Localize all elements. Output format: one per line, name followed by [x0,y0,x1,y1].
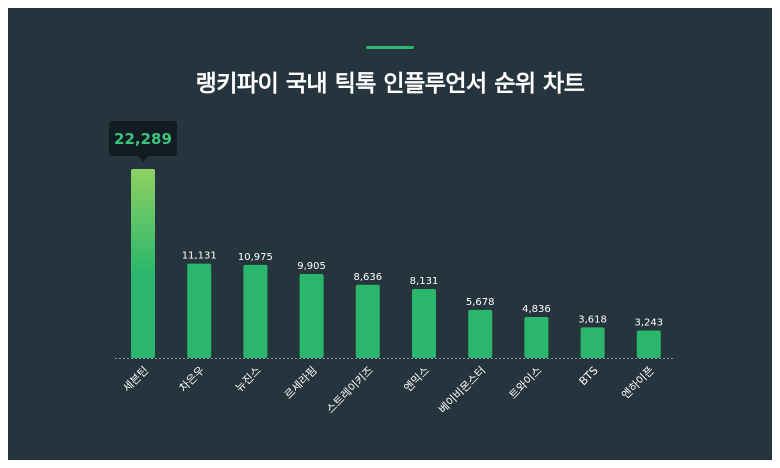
bar-7[interactable] [524,316,549,358]
x-tick-label: 세븐틴 [120,364,151,395]
tooltip-value: 22,289 [114,129,172,148]
bar-8[interactable] [580,327,605,358]
bar-chart: 세븐틴 11,131 차은우 10,975 뉴진스 9,905 르세라핌 8,636 스트레이키… [115,169,675,416]
value-tooltip: 22,289 [109,121,177,156]
bar-2[interactable] [243,264,268,358]
bar-value-label: 9,905 [297,261,326,272]
bar-value-label: 8,131 [410,276,439,287]
bar-3[interactable] [299,274,324,358]
x-tick-label: 엔믹스 [401,364,432,395]
tooltip-caret [138,156,148,162]
x-tick-label: 베이비몬스터 [436,364,488,416]
bar-value-label: 3,618 [578,314,607,325]
bar-0[interactable] [131,169,155,358]
bar-5[interactable] [412,289,436,358]
x-tick-label: 뉴진스 [233,364,264,395]
chart-title: 랭키파이 국내 틱톡 인플루언서 순위 차트 [195,71,585,97]
bar-6[interactable] [468,309,493,358]
x-tick-label: 르세라핌 [282,364,320,402]
bar-1[interactable] [187,263,212,358]
x-tick-label: BTS [577,364,601,388]
bar-value-label: 11,131 [182,251,217,262]
bar-value-label: 8,636 [353,272,382,283]
x-tick-label: 스트레이키즈 [324,364,376,416]
bar-value-label: 5,678 [466,297,495,308]
bar-4[interactable] [355,284,380,358]
x-tick-label: 트와이스 [507,364,545,402]
bar-value-label: 4,836 [522,304,551,315]
x-tick-label: 엔하이픈 [618,363,657,402]
chart-panel: 랭키파이 국내 틱톡 인플루언서 순위 차트 세븐틴 11,131 차은우 10,97… [8,8,772,460]
bar-value-label: 10,975 [238,252,273,263]
bar-value-label: 3,243 [634,318,663,329]
bar-9[interactable] [636,330,661,358]
x-tick-label: 차은우 [177,364,208,395]
title-accent-line [366,46,414,49]
